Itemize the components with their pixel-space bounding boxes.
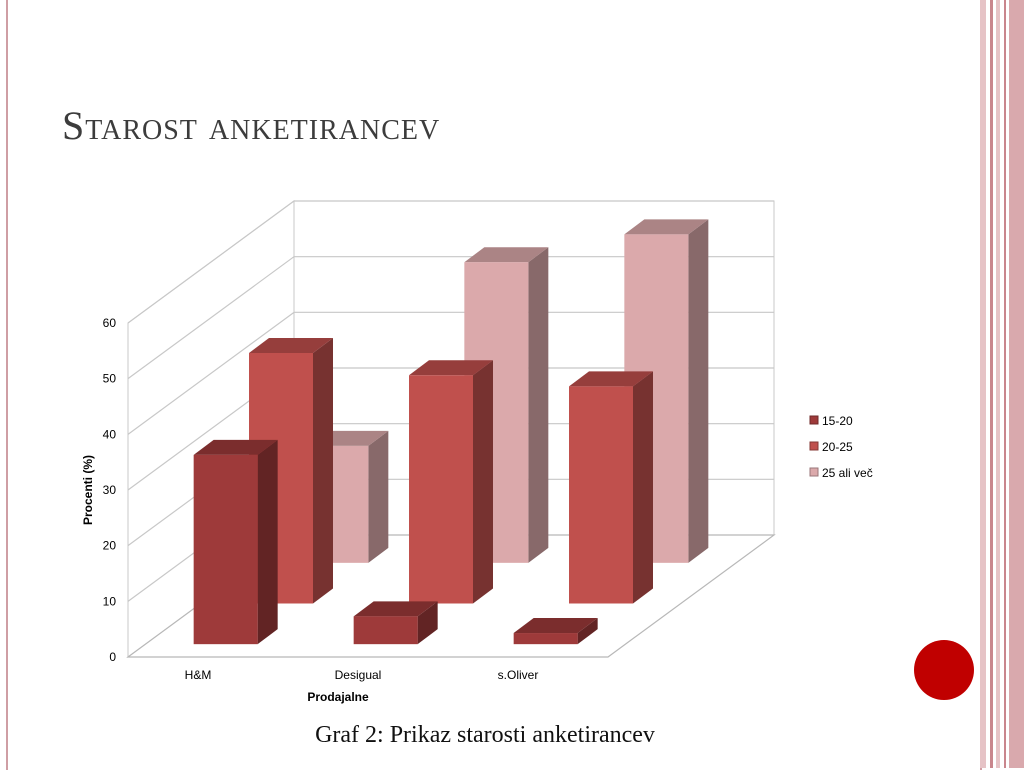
y-axis-title: Procenti (%): [81, 455, 95, 525]
x-tick-label: H&M: [185, 668, 212, 682]
x-tick-label: s.Oliver: [498, 668, 539, 682]
legend-swatch: [809, 441, 819, 451]
legend-swatch: [809, 467, 819, 477]
gridline: [127, 256, 774, 380]
bar-side: [313, 338, 333, 604]
bar-side: [688, 219, 709, 563]
bar-front: [353, 616, 418, 645]
bars: [193, 219, 709, 645]
bar-top: [624, 219, 709, 235]
bar-front: [409, 375, 473, 604]
bar-side: [368, 430, 389, 563]
bar-top: [249, 338, 333, 353]
bar-side: [528, 247, 549, 563]
y-tick-label: 50: [103, 372, 117, 386]
bar-side: [473, 360, 493, 604]
bar-side: [633, 371, 653, 604]
y-tick-label: 30: [103, 483, 117, 497]
y-tick-label: 10: [103, 594, 117, 608]
bar-0-1: [353, 601, 438, 645]
legend-label: 25 ali več: [822, 466, 873, 480]
legend-label: 20-25: [822, 440, 853, 454]
decorative-stripes: [980, 0, 1024, 768]
bar-top: [464, 247, 549, 263]
bar-0-2: [513, 618, 598, 645]
bar-side: [257, 439, 278, 645]
bar-top: [193, 439, 278, 455]
bar-side: [417, 601, 438, 645]
legend-label: 15-20: [822, 414, 853, 428]
bar-top: [409, 360, 493, 376]
y-tick-label: 0: [109, 650, 116, 664]
age-bar-chart: 0 10 20 30 40 50 60 H&M Desigual s.Oliver Prodajal…: [81, 200, 873, 704]
gridline: [127, 200, 774, 324]
bar-top: [353, 601, 438, 617]
gridline: [127, 311, 774, 435]
bar-1-2: [569, 371, 653, 604]
legend: 15-20 20-25 25 ali več: [809, 414, 873, 480]
x-axis-title: Prodajalne: [307, 690, 369, 704]
y-tick-label: 20: [103, 539, 117, 553]
slide-title: Starost anketirancev: [62, 103, 441, 148]
bar-front: [193, 454, 258, 645]
bar-front: [569, 386, 633, 604]
bar-top: [569, 371, 653, 387]
figure-caption: Graf 2: Prikaz starosti anketirancev: [315, 722, 655, 748]
accent-circle: [914, 640, 974, 700]
bar-top: [513, 618, 598, 634]
bar-side: [577, 618, 598, 645]
y-tick-label: 40: [103, 427, 117, 441]
bar-1-1: [409, 360, 493, 604]
y-tick-label: 60: [103, 316, 117, 330]
bar-0-0: [193, 439, 278, 645]
x-tick-label: Desigual: [335, 668, 382, 682]
bar-front: [513, 633, 578, 645]
legend-swatch: [809, 415, 819, 425]
